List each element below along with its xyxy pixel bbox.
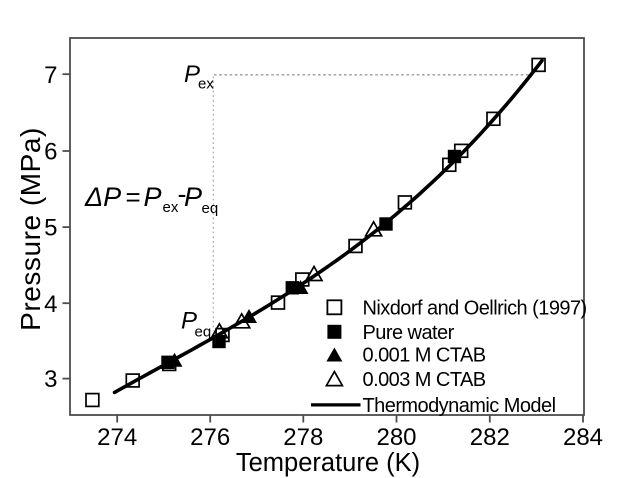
svg-text:Temperature (K): Temperature (K) [236,449,420,477]
svg-text:4: 4 [44,291,57,318]
svg-text:-: - [178,179,187,209]
svg-text:P: P [184,61,200,88]
svg-text:ex: ex [163,199,179,216]
svg-text:eq: eq [202,200,219,217]
svg-text:0.001 M CTAB: 0.001 M CTAB [363,345,486,367]
svg-text:284: 284 [563,424,603,451]
svg-text:ex: ex [198,76,214,93]
svg-text:3: 3 [44,366,57,393]
svg-text:Pressure (MPa): Pressure (MPa) [15,127,46,331]
svg-text:276: 276 [190,424,230,451]
svg-text:280: 280 [376,424,416,451]
svg-text:Nixdorf and Oellrich (1997): Nixdorf and Oellrich (1997) [363,298,587,320]
svg-text:Pure water: Pure water [363,322,455,344]
svg-text:282: 282 [470,424,510,451]
svg-text:P: P [184,182,202,212]
svg-text:6: 6 [44,139,57,166]
svg-text:7: 7 [44,62,57,89]
svg-text:P: P [144,182,162,212]
svg-text:0.003 M CTAB: 0.003 M CTAB [363,369,486,391]
svg-text:274: 274 [97,424,137,451]
svg-text:eq: eq [195,324,212,341]
svg-text:5: 5 [44,215,57,242]
svg-text:P: P [181,308,197,335]
svg-text:=: = [126,182,141,212]
svg-text:Thermodynamic Model: Thermodynamic Model [363,395,556,417]
svg-text:ΔP: ΔP [84,182,121,212]
svg-text:278: 278 [283,424,323,451]
